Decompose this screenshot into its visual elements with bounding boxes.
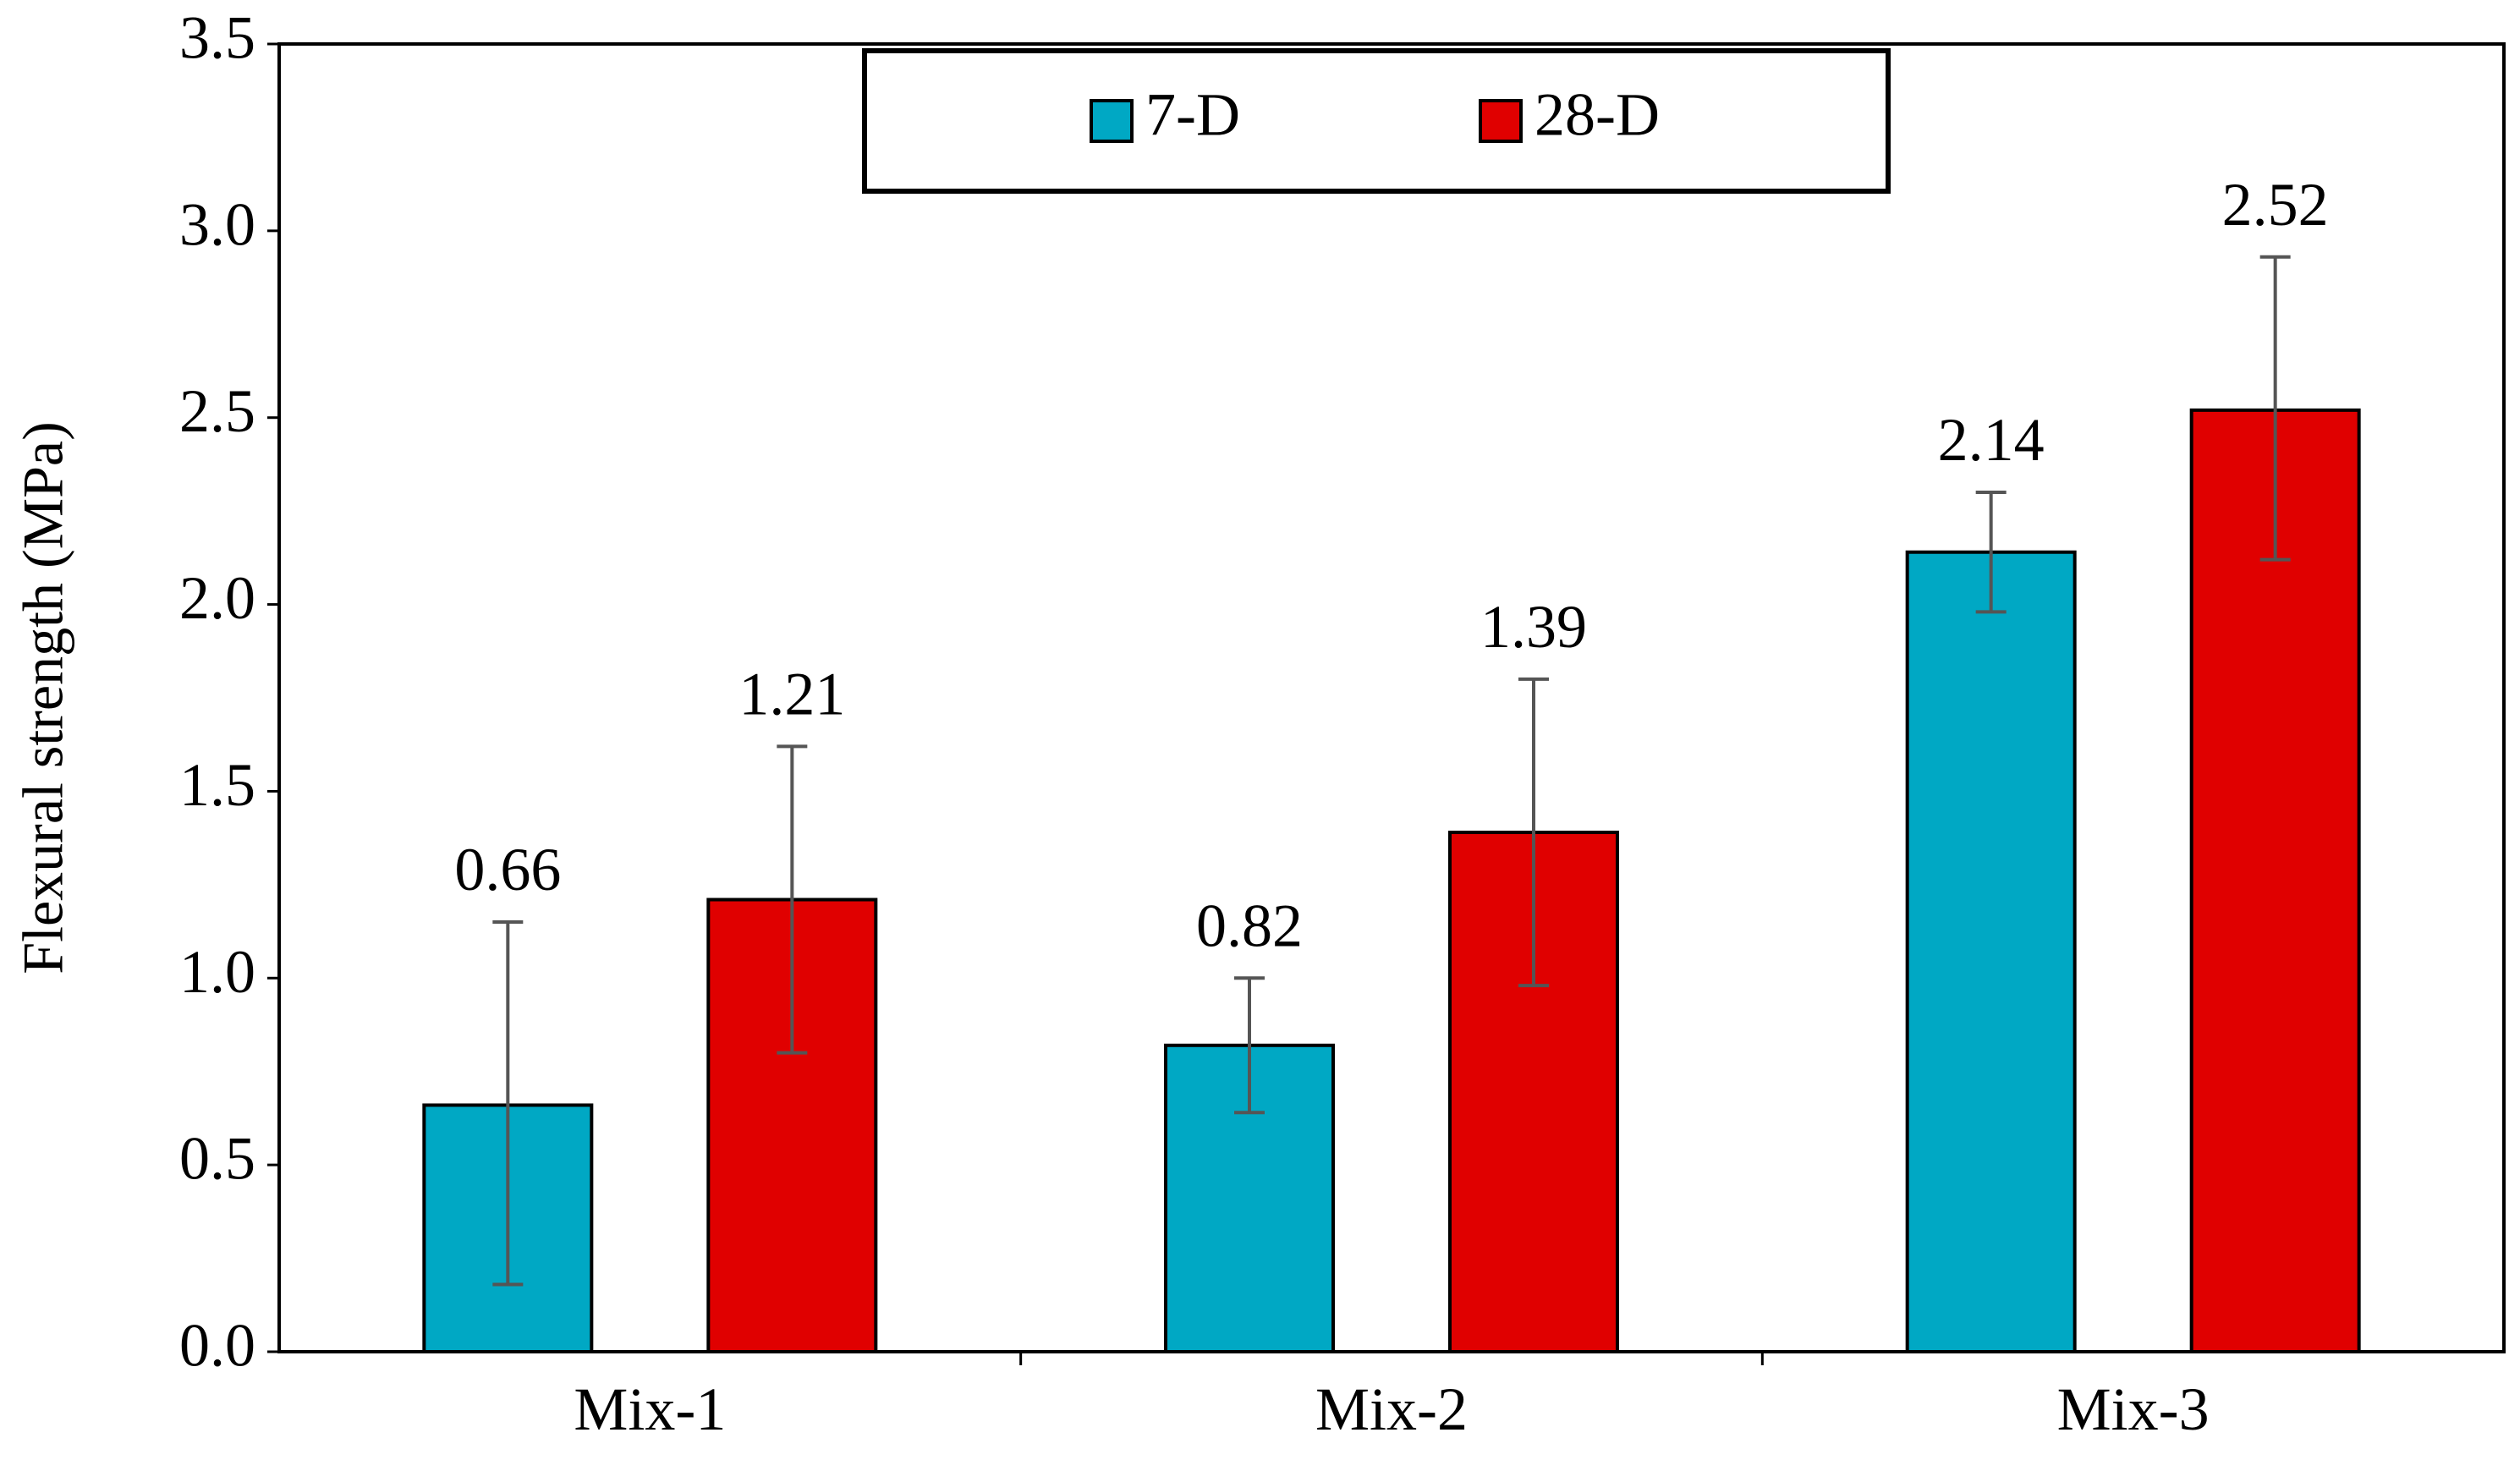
y-axis-ticks: 0.0 0.5 1.0 1.5 2.0 2.5 3.0 3.5 — [179, 4, 279, 1380]
plot-area-frame — [277, 42, 2506, 1353]
y-tick-label: 0.0 — [179, 1312, 255, 1380]
legend-item-28-d: 28-D — [1479, 81, 1660, 149]
y-axis-title: Flexural strength (MPa) — [11, 421, 75, 974]
y-tick-label: 2.0 — [179, 564, 255, 632]
y-tick-label: 0.5 — [179, 1125, 255, 1193]
legend-item-7-d: 7-D — [1090, 81, 1240, 149]
bar-7-d-mix-3 — [1905, 550, 2077, 1353]
error-bar — [1234, 976, 1265, 1115]
legend-label: 7-D — [1145, 81, 1240, 149]
data-label: 2.52 — [2222, 171, 2329, 239]
y-tick-label: 3.5 — [179, 4, 255, 72]
y-axis-title-group: Flexural strength (MPa) — [11, 421, 75, 974]
error-bar — [2259, 255, 2291, 562]
data-label: 0.82 — [1196, 892, 1303, 959]
error-bar — [777, 744, 808, 1055]
bar-28-d-mix-3 — [2189, 408, 2361, 1353]
error-bar — [1518, 677, 1549, 988]
y-tick-label: 3.0 — [179, 190, 255, 258]
legend-label: 28-D — [1535, 81, 1660, 149]
data-label: 2.14 — [1938, 406, 2045, 474]
error-bars — [492, 255, 2291, 1287]
y-tick-label: 1.0 — [179, 938, 255, 1006]
data-label: 1.21 — [738, 660, 845, 727]
x-category-label: Mix-2 — [1315, 1375, 1468, 1443]
legend-swatch — [1090, 99, 1134, 143]
x-category-label: Mix-3 — [2057, 1375, 2210, 1443]
legend-box — [862, 48, 1891, 194]
bars — [422, 408, 2361, 1354]
data-label: 0.66 — [454, 836, 561, 903]
y-tick-label: 2.5 — [179, 377, 255, 445]
x-category-label: Mix-1 — [574, 1375, 726, 1443]
y-tick-label: 1.5 — [179, 751, 255, 819]
legend-swatch — [1479, 99, 1523, 143]
data-label: 1.39 — [1480, 593, 1587, 661]
error-bar — [1975, 491, 2007, 614]
bar-28-d-mix-2 — [1448, 831, 1619, 1353]
x-axis-categories: Mix-1 Mix-2 Mix-3 — [574, 1352, 2210, 1443]
data-labels: 0.66 1.21 0.82 1.39 2.14 2.52 — [454, 171, 2328, 960]
error-bar — [492, 920, 524, 1287]
legend: 7-D 28-D — [862, 48, 1891, 194]
